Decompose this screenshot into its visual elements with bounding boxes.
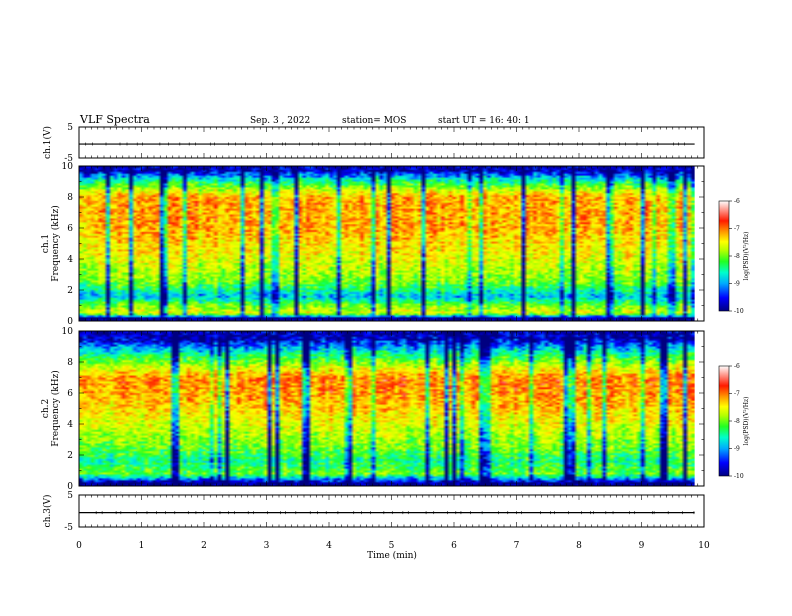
x-tick-label: 1	[139, 541, 145, 551]
x-tick-labels: 0 1 2 3 4 5 6 7 8 9 10	[76, 541, 710, 551]
x-tick-label: 4	[326, 541, 332, 551]
y-tick-label: 4	[67, 420, 73, 430]
x-tick-label: 9	[639, 541, 645, 551]
colorbar-ch2-ticks: -6 -7 -8 -9 -10	[729, 363, 744, 480]
colorbar-tick-label: -8	[734, 418, 740, 425]
colorbar-ch2-label: log(PSD)(V²/Hz)	[743, 397, 750, 446]
colorbar-tick-label: -10	[734, 308, 744, 315]
y-axis-label-line: ch.1(V)	[42, 126, 53, 159]
y-axis-label: ch.1Frequency (kHz)	[41, 205, 61, 282]
y-axis-label-line: ch.2	[41, 399, 51, 418]
x-tick-label: 0	[76, 541, 82, 551]
x-tick-label: 2	[201, 541, 207, 551]
x-tick-label: 3	[264, 541, 270, 551]
y-tick-label: 6	[67, 389, 73, 399]
y-tick-label: 8	[67, 358, 73, 368]
colorbar-tick-label: -10	[734, 473, 744, 480]
y-tick-label: -5	[64, 154, 73, 164]
y-tick-label: 10	[62, 162, 74, 172]
y-tick-label: -5	[64, 523, 73, 533]
x-tick-label: 8	[576, 541, 582, 551]
x-tick-label: 7	[514, 541, 520, 551]
colorbar-tick-label: -7	[734, 226, 740, 233]
y-axis-label: ch.2Frequency (kHz)	[41, 370, 61, 447]
y-tick-label: 0	[67, 482, 73, 492]
header-date: Sep. 3 , 2022	[250, 116, 310, 126]
y-axis-label-line: ch.1	[41, 234, 51, 253]
colorbar-ch2-scale	[718, 365, 730, 477]
x-tick-label: 6	[451, 541, 457, 551]
y-axis-label: ch.1(V)	[42, 126, 53, 159]
y-tick-label: 2	[67, 451, 73, 461]
x-tick-label: 10	[698, 541, 710, 551]
colorbar-tick-label: -9	[734, 281, 740, 288]
y-tick-label: 10	[62, 327, 74, 337]
colorbar-ch1-scale	[718, 200, 730, 312]
colorbar-tick-label: -6	[734, 363, 740, 370]
spectrogram-ch2	[79, 331, 695, 486]
y-tick-label: 4	[67, 255, 73, 265]
y-tick-label: 8	[67, 193, 73, 203]
colorbar-tick-label: -8	[734, 253, 740, 260]
header-station: station= MOS	[342, 116, 406, 126]
figure-title: VLF Spectra	[79, 113, 150, 126]
y-tick-label: 0	[67, 317, 73, 327]
y-tick-label: 6	[67, 224, 73, 234]
y-tick-label: 5	[67, 491, 73, 501]
colorbar-ch1-ticks: -6 -7 -8 -9 -10	[729, 198, 744, 315]
x-tick-label: 5	[389, 541, 395, 551]
y-tick-label: 2	[67, 286, 73, 296]
y-axis-label-line: Frequency (kHz)	[50, 205, 61, 282]
colorbar-tick-label: -7	[734, 391, 740, 398]
y-axis-label-line: ch.3(V)	[42, 495, 53, 528]
x-axis-label: Time (min)	[367, 550, 417, 561]
spectrogram-ch1	[79, 166, 695, 321]
colorbar-ch1-label: log(PSD)(V²/Hz)	[743, 232, 750, 281]
colorbar-ch2: -6 -7 -8 -9 -10 log(PSD)(V²/Hz)	[718, 363, 750, 480]
y-axis-label-line: Frequency (kHz)	[50, 370, 61, 447]
colorbar-tick-label: -6	[734, 198, 740, 205]
y-axis-label: ch.3(V)	[42, 495, 53, 528]
header-start-time: start UT = 16: 40: 1	[438, 116, 530, 126]
colorbar-ch1: -6 -7 -8 -9 -10 log(PSD)(V²/Hz)	[718, 198, 750, 315]
colorbar-tick-label: -9	[734, 446, 740, 453]
y-tick-label: 5	[67, 123, 73, 133]
